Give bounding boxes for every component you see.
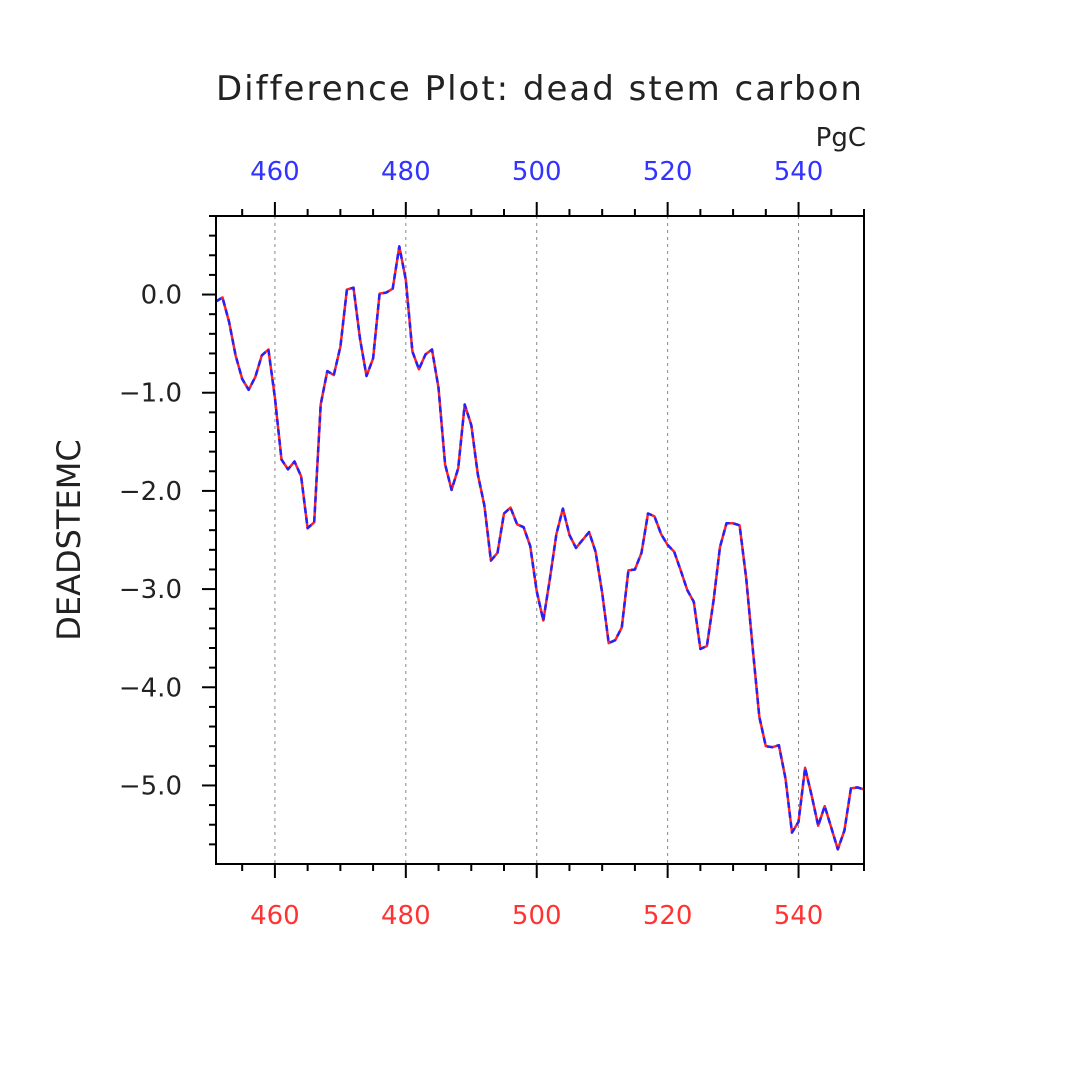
tick-label-layer: 460 460 480 480 500 500 520 520 540 540 0.0 −1.0 −2.… [119, 157, 824, 931]
x-tick-label-top: 520 [643, 157, 693, 187]
units-label: PgC [816, 123, 866, 153]
x-tick-label-bottom: 460 [250, 901, 300, 931]
x-tick-label-top: 500 [512, 157, 562, 187]
x-tick-label-bottom: 500 [512, 901, 562, 931]
plot-frame [215, 215, 865, 865]
x-tick-label-bottom: 540 [774, 901, 824, 931]
x-tick-label-top: 480 [381, 157, 431, 187]
y-tick-label: −2.0 [119, 477, 182, 507]
series-layer [215, 245, 865, 851]
y-tick-label: −3.0 [119, 575, 182, 605]
y-tick-label: 0.0 [141, 281, 182, 311]
y-tick-label: −5.0 [119, 771, 182, 801]
tick-layer [202, 202, 865, 878]
x-tick-label-bottom: 480 [381, 901, 431, 931]
x-tick-label-top: 540 [774, 157, 824, 187]
y-axis-label: DEADSTEMC [50, 439, 88, 640]
grid-layer [274, 216, 800, 864]
y-tick-label: −4.0 [119, 673, 182, 703]
x-tick-label-bottom: 520 [643, 901, 693, 931]
chart-title: Difference Plot: dead stem carbon [216, 69, 864, 109]
y-tick-label: −1.0 [119, 379, 182, 409]
x-tick-label-top: 460 [250, 157, 300, 187]
series-line-red [215, 245, 865, 851]
series-line-blue-dashed [215, 245, 865, 851]
